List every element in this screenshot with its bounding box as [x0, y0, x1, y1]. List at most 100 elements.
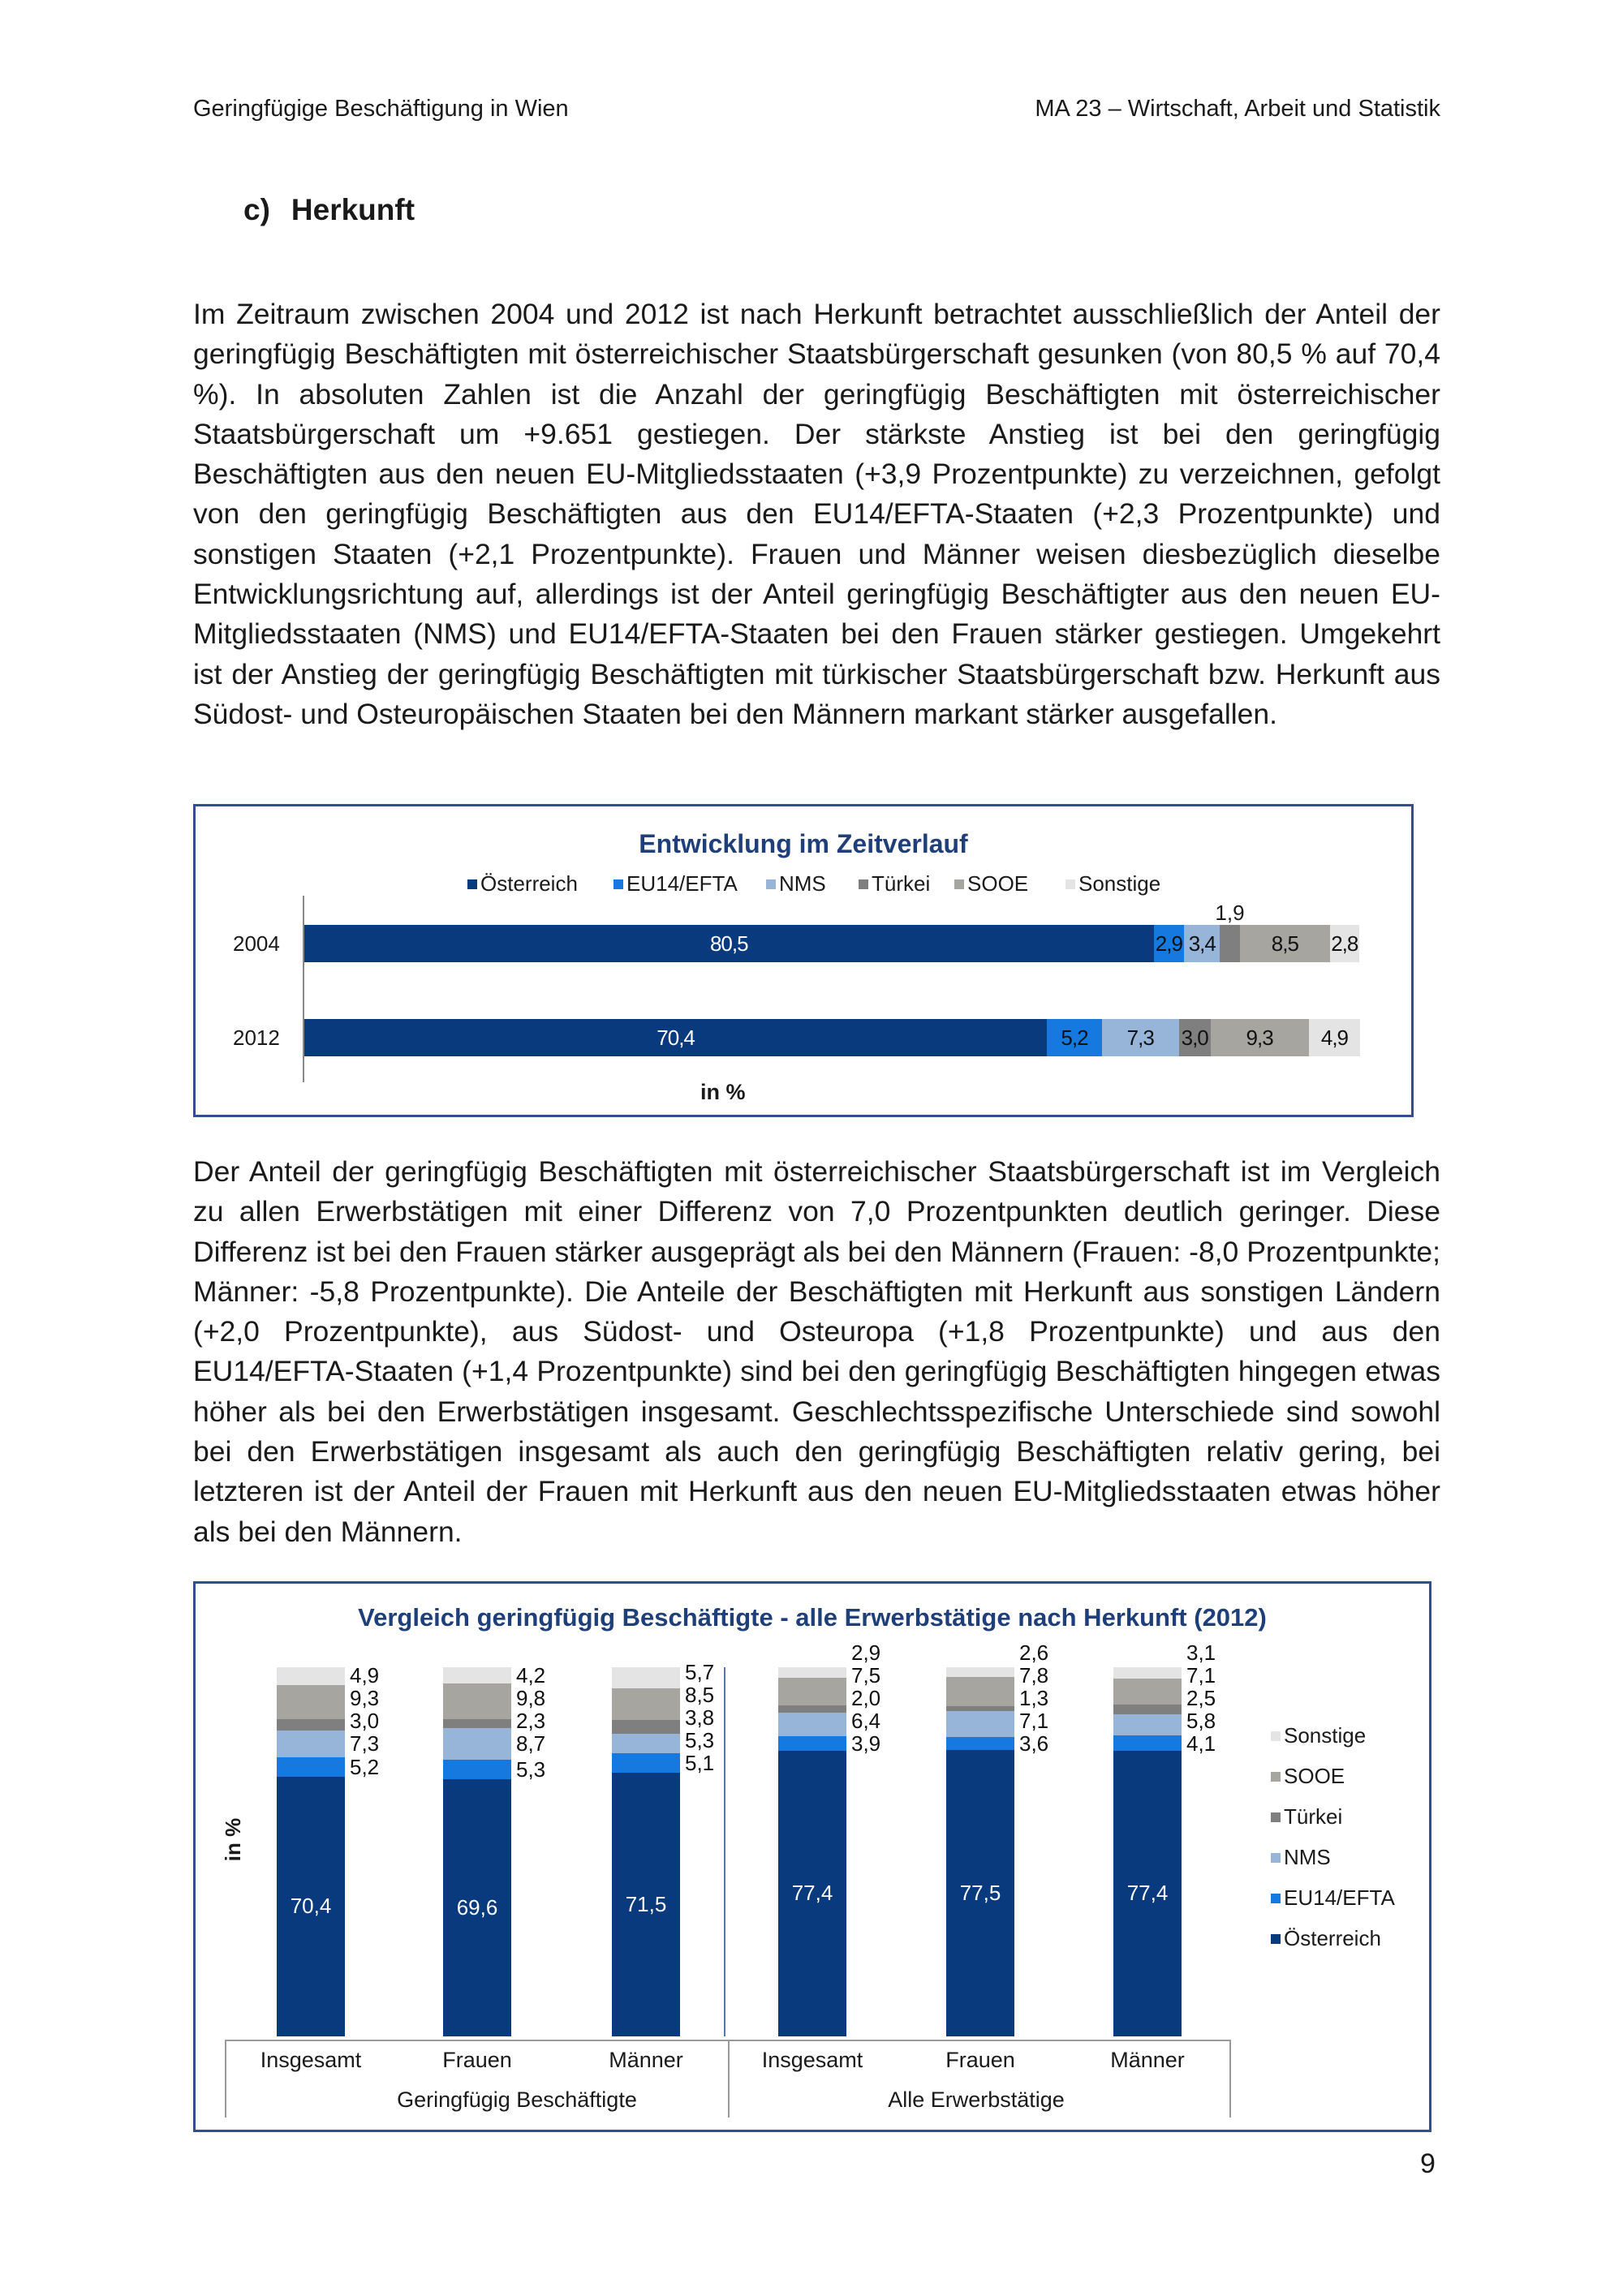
page-number: 9: [1420, 2148, 1436, 2179]
data-label: 3,1: [1186, 1640, 1216, 1665]
category-label: Männer: [1110, 2048, 1185, 2072]
category-label: Insgesamt: [260, 2048, 362, 2072]
data-label: 5,7: [685, 1660, 715, 1685]
bar-segment: 4,9: [1308, 1019, 1361, 1056]
legend-label: NMS: [779, 871, 826, 896]
legend-item: Sonstige: [1065, 871, 1160, 896]
data-label: 77,5: [959, 1881, 1001, 1906]
group-label: Alle Erwerbstätige: [888, 2087, 1065, 2112]
data-label: 9,8: [516, 1686, 546, 1711]
legend-item: NMS: [766, 871, 826, 896]
data-label: 7,3: [350, 1731, 380, 1756]
legend-swatch: [1271, 1812, 1281, 1822]
data-label: 3,0: [350, 1709, 380, 1734]
data-label: 3,9: [851, 1731, 881, 1756]
bar-segment: [443, 1719, 511, 1728]
bar-segment: 71,5: [612, 1772, 680, 2036]
data-label: 2,6: [1019, 1640, 1049, 1666]
bar-segment: [946, 1736, 1014, 1751]
data-label: 7,3: [1126, 1025, 1155, 1050]
bar-segment: [1113, 1705, 1182, 1714]
legend-item: SOOE: [1271, 1764, 1345, 1789]
data-label: 4,9: [350, 1663, 380, 1688]
bar-segment: [778, 1677, 846, 1705]
data-label: 69,6: [456, 1895, 498, 1920]
data-label: 7,8: [1019, 1663, 1049, 1688]
bar-segment: 2,8: [1329, 925, 1359, 962]
legend-swatch: [1271, 1933, 1281, 1944]
legend-item: Türkei: [1271, 1804, 1342, 1829]
legend-item: EU14/EFTA: [613, 871, 738, 896]
category-label: Insgesamt: [761, 2048, 863, 2072]
legend-item: EU14/EFTA: [1271, 1885, 1395, 1911]
bar-segment: [612, 1688, 680, 1721]
bar-segment: 8,5: [1240, 925, 1330, 962]
bar-segment: [443, 1667, 511, 1683]
bar-segment: [778, 1736, 846, 1751]
bar-segment: [946, 1677, 1014, 1706]
legend-swatch: [613, 879, 623, 889]
bar-segment: [778, 1712, 846, 1737]
bar-segment: [612, 1753, 680, 1773]
data-label: 77,4: [791, 1881, 833, 1906]
bar-segment: 80,5: [304, 925, 1154, 962]
legend-swatch: [467, 879, 477, 889]
legend-item: Österreich: [467, 871, 578, 896]
legend-item: NMS: [1271, 1845, 1331, 1870]
category-label: 2012: [233, 1025, 280, 1050]
bar-segment: [1220, 925, 1241, 962]
legend-swatch: [1271, 1852, 1281, 1863]
legend-label: SOOE: [967, 871, 1029, 896]
data-label: 4,9: [1320, 1025, 1349, 1050]
bar-segment: 7,3: [1101, 1019, 1179, 1056]
bar-segment: 3,4: [1184, 925, 1220, 962]
bar-segment: [612, 1667, 680, 1689]
y-axis-line: [303, 896, 304, 1082]
legend-label: Sonstige: [1284, 1723, 1367, 1748]
bar-segment: 77,4: [1113, 1750, 1182, 2036]
legend-label: EU14/EFTA: [1284, 1885, 1395, 1910]
legend-swatch: [1271, 1893, 1281, 1903]
data-label: 70,4: [657, 1025, 695, 1050]
data-label: 5,3: [516, 1757, 546, 1782]
paragraph-2: Der Anteil der geringfügig Beschäftigten…: [193, 1155, 1440, 1548]
data-label: 77,4: [1126, 1881, 1169, 1906]
legend-swatch: [1271, 1771, 1281, 1782]
data-label: 3,8: [685, 1705, 715, 1731]
category-label: Frauen: [945, 2048, 1015, 2072]
bar-segment: 77,5: [946, 1750, 1014, 2036]
x-axis-label: in %: [700, 1080, 746, 1104]
data-label: 6,4: [851, 1708, 881, 1733]
legend-swatch: [766, 879, 776, 889]
bar-segment: [443, 1683, 511, 1720]
running-header-right: MA 23 – Wirtschaft, Arbeit und Statistik: [1035, 96, 1440, 122]
category-label: Frauen: [442, 2048, 512, 2072]
legend-label: Österreich: [480, 871, 578, 896]
bar-segment: [1113, 1735, 1182, 1751]
data-label: 5,2: [350, 1754, 380, 1779]
category-label: Männer: [609, 2048, 683, 2072]
data-label: 2,9: [1155, 931, 1183, 956]
data-label: 2,3: [516, 1709, 546, 1734]
bar-segment: 70,4: [304, 1019, 1048, 1056]
data-label: 7,1: [1186, 1662, 1216, 1688]
legend-label: Türkei: [872, 871, 931, 896]
paragraph-1: Im Zeitraum zwischen 2004 und 2012 ist n…: [193, 298, 1440, 730]
legend-label: Sonstige: [1078, 871, 1161, 896]
bar-segment: [443, 1760, 511, 1780]
bar-segment: [612, 1720, 680, 1735]
data-label: 2,5: [1186, 1685, 1216, 1710]
group-label: Geringfügig Beschäftigte: [397, 2087, 637, 2112]
data-label: 9,3: [350, 1686, 380, 1711]
data-label: 3,4: [1188, 931, 1216, 956]
plot-area: 2004 80,5 2,9 3,4 1,9 8,5 2,8 2012 70,4 5,2 7,3 3,0…: [196, 806, 1411, 1115]
data-label: 3,0: [1181, 1025, 1209, 1050]
bar-segment: [277, 1757, 345, 1777]
data-label: 71,5: [625, 1891, 667, 1916]
bar-segment: [277, 1730, 345, 1757]
bar-segment: [946, 1710, 1014, 1737]
section-marker: c): [243, 193, 270, 226]
data-label: 80,5: [709, 931, 749, 956]
legend-label: SOOE: [1284, 1764, 1345, 1788]
bar-segment: [946, 1705, 1014, 1711]
